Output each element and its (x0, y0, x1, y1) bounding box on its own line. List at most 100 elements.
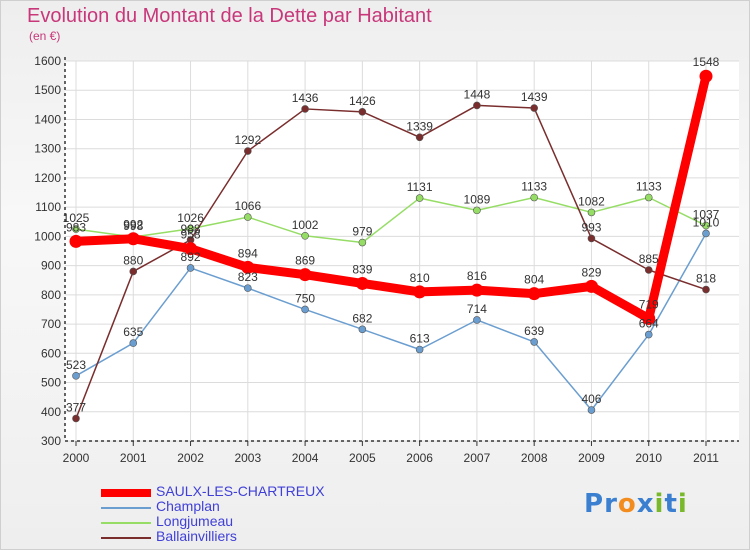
data-point (72, 414, 80, 423)
data-point (473, 101, 481, 110)
data-point (473, 206, 481, 215)
data-label: 998 (123, 219, 143, 233)
data-point (644, 330, 653, 339)
y-tick-label: 1400 (34, 112, 61, 126)
data-label: 983 (66, 220, 86, 234)
x-tick-label: 2007 (464, 451, 491, 465)
data-point (587, 208, 596, 217)
data-label: 894 (238, 246, 258, 260)
legend-swatch (101, 537, 151, 539)
legend-label: Ballainvilliers (156, 528, 237, 544)
data-label: 406 (581, 392, 601, 406)
data-point (72, 225, 80, 233)
data-label: 1066 (234, 199, 261, 213)
x-tick-label: 2010 (635, 451, 662, 465)
data-point (358, 108, 367, 116)
data-label: 1010 (693, 215, 720, 229)
data-label: 1292 (234, 133, 261, 147)
data-label: 880 (123, 253, 143, 267)
data-label: 829 (581, 265, 601, 279)
x-tick-label: 2001 (120, 451, 147, 465)
data-point (355, 276, 369, 290)
data-point (72, 372, 80, 380)
data-point (244, 147, 252, 155)
series-line (75, 232, 707, 411)
data-point (702, 221, 710, 230)
data-label: 810 (410, 271, 430, 285)
data-point (184, 242, 198, 256)
data-label: 1037 (693, 208, 720, 222)
data-point (702, 229, 710, 238)
data-point (470, 283, 484, 297)
plot-area (65, 61, 739, 441)
data-label: 664 (639, 317, 659, 331)
y-tick-label: 900 (41, 259, 61, 273)
y-tick-label: 600 (41, 346, 61, 360)
y-tick-label: 300 (41, 434, 61, 448)
data-label: 992 (123, 218, 143, 232)
data-label: 639 (524, 324, 544, 338)
data-point (527, 287, 541, 301)
data-label: 1025 (63, 211, 90, 225)
x-tick-label: 2003 (234, 451, 261, 465)
data-point (473, 316, 481, 324)
legend-label: SAULX-LES-CHARTREUX (156, 483, 325, 499)
data-point (244, 284, 252, 292)
data-point (69, 234, 83, 248)
data-label: 1439 (521, 90, 548, 104)
data-point (702, 285, 710, 294)
data-label: 892 (181, 250, 201, 264)
y-tick-label: 800 (41, 288, 61, 302)
data-label: 1426 (349, 94, 376, 108)
logo-letter: o (617, 489, 637, 519)
series-ballainvilliers (72, 101, 710, 423)
data-label: 816 (467, 269, 487, 283)
data-point (358, 238, 367, 247)
logo-letter: x (636, 489, 655, 519)
chart-title: Evolution du Montant de la Dette par Hab… (27, 5, 432, 27)
data-label: 823 (238, 270, 258, 284)
data-point (644, 193, 653, 202)
series-saulx-les-chartreux (69, 69, 713, 326)
y-tick-label: 400 (41, 405, 61, 419)
data-label: 818 (696, 272, 716, 286)
proxiti-logo: Proxiti (584, 489, 688, 519)
data-point (126, 232, 140, 246)
data-label: 1339 (406, 119, 433, 133)
series-champlan (72, 229, 710, 414)
logo-letter: i (654, 489, 665, 519)
data-point (186, 264, 195, 272)
data-point (186, 224, 195, 233)
data-point (129, 339, 138, 347)
data-label: 377 (66, 400, 86, 414)
x-tick-label: 2008 (521, 451, 548, 465)
legend-label: Champlan (156, 498, 220, 514)
data-label: 1436 (292, 91, 319, 105)
data-point (584, 279, 598, 293)
data-point (413, 285, 427, 299)
data-point (699, 69, 713, 83)
x-tick-label: 2011 (693, 451, 719, 465)
data-point (530, 338, 538, 346)
y-tick-label: 1600 (34, 54, 61, 68)
series-line (71, 71, 711, 324)
y-tick-label: 1500 (34, 83, 61, 97)
x-tick-label: 2006 (406, 451, 433, 465)
data-point (644, 266, 653, 274)
data-label: 885 (639, 252, 659, 266)
data-point (587, 406, 596, 414)
y-tick-label: 1200 (34, 171, 61, 185)
data-point (301, 105, 309, 113)
data-label: 1089 (464, 192, 491, 206)
data-label: 988 (181, 222, 201, 236)
data-label: 1131 (407, 180, 433, 194)
data-label: 1002 (292, 218, 319, 232)
x-tick-label: 2000 (63, 451, 90, 465)
y-tick-label: 700 (41, 317, 61, 331)
chart-subtitle: (en €) (29, 29, 61, 43)
x-tick-label: 2005 (349, 451, 376, 465)
data-label: 523 (66, 358, 86, 372)
data-label: 1082 (578, 194, 605, 208)
data-label: 719 (639, 298, 659, 312)
